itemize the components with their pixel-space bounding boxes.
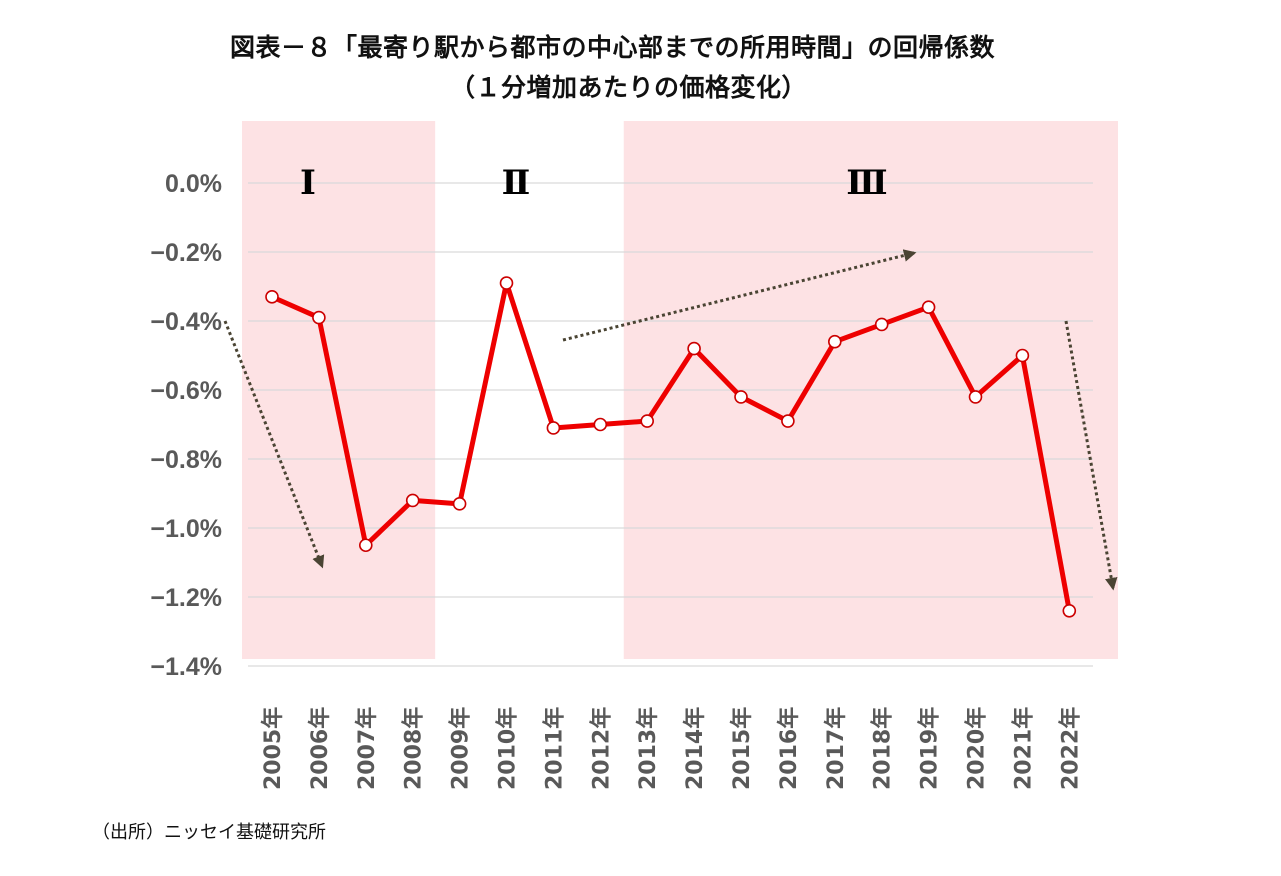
data-point-marker: [734, 390, 748, 404]
data-point-marker: [265, 290, 279, 304]
x-tick-label: 2018年: [870, 707, 896, 790]
x-axis-ticks: 2005年 2006年 2007年 2008年 2009年 2010年 2011年 2012年…: [260, 707, 1083, 790]
x-tick-label: 2016年: [776, 707, 802, 790]
data-point-marker: [640, 414, 655, 428]
data-point-marker: [1015, 348, 1030, 363]
x-tick-label: 2013年: [635, 707, 661, 790]
x-tick-label: 2017年: [823, 707, 849, 790]
y-tick-label: −0.8%: [150, 446, 222, 474]
y-tick-label: −1.2%: [150, 584, 222, 612]
data-series: [265, 276, 1077, 618]
source-note: （出所）ニッセイ基礎研究所: [92, 822, 326, 843]
y-tick-label: 0.0%: [165, 170, 222, 198]
x-tick-label: 2008年: [401, 707, 427, 790]
chart-title: 図表－８「最寄り駅から都市の中心部までの所用時間」の回帰係数: [229, 33, 995, 62]
data-point-marker: [874, 317, 889, 332]
y-tick-label: −0.2%: [150, 239, 222, 267]
x-tick-label: 2015年: [729, 707, 755, 790]
data-point-marker: [546, 421, 561, 435]
y-axis-ticks: 0.0% −0.2% −0.4% −0.6% −0.8% −1.0% −1.2% −1.4%: [150, 170, 222, 681]
data-point-marker: [827, 334, 842, 349]
period-label: Ⅱ: [502, 163, 531, 203]
data-point-marker: [405, 493, 420, 508]
data-point-marker: [921, 300, 936, 315]
data-point-marker: [968, 390, 983, 404]
x-tick-label: 2021年: [1010, 707, 1036, 790]
y-tick-label: −1.0%: [150, 515, 222, 543]
x-tick-label: 2020年: [964, 707, 990, 790]
data-point-marker: [781, 414, 795, 428]
data-point-marker: [312, 310, 326, 325]
x-tick-label: 2010年: [495, 707, 521, 790]
y-tick-label: −1.4%: [150, 653, 222, 681]
x-tick-label: 2012年: [588, 707, 614, 790]
x-tick-label: 2014年: [682, 707, 708, 790]
x-tick-label: 2006年: [307, 707, 333, 790]
period-labels: Ⅰ Ⅱ Ⅲ: [300, 163, 888, 203]
trend-arrows: [223, 249, 1118, 591]
gridlines: [248, 182, 1093, 667]
trend-arrow-2: [562, 249, 917, 342]
data-point-marker: [1062, 603, 1077, 618]
x-tick-label: 2011年: [541, 707, 567, 790]
series-line: [270, 280, 1072, 612]
chart-subtitle: （１分増加あたりの価格変化）: [449, 73, 807, 102]
data-point-marker: [358, 538, 373, 553]
period-label: Ⅰ: [300, 163, 316, 203]
trend-arrow-1: [223, 320, 325, 569]
data-point-marker: [452, 497, 467, 511]
y-tick-label: −0.4%: [150, 308, 222, 336]
data-point-marker: [687, 341, 701, 356]
x-tick-label: 2009年: [448, 707, 474, 790]
x-tick-label: 2022年: [1057, 707, 1083, 790]
x-tick-label: 2007年: [354, 707, 380, 790]
period-label: Ⅲ: [846, 163, 887, 203]
y-tick-label: −0.6%: [150, 377, 222, 405]
data-point-marker: [593, 417, 608, 432]
x-tick-label: 2019年: [917, 707, 943, 790]
data-point-marker: [499, 276, 514, 290]
x-tick-label: 2005年: [260, 707, 286, 790]
